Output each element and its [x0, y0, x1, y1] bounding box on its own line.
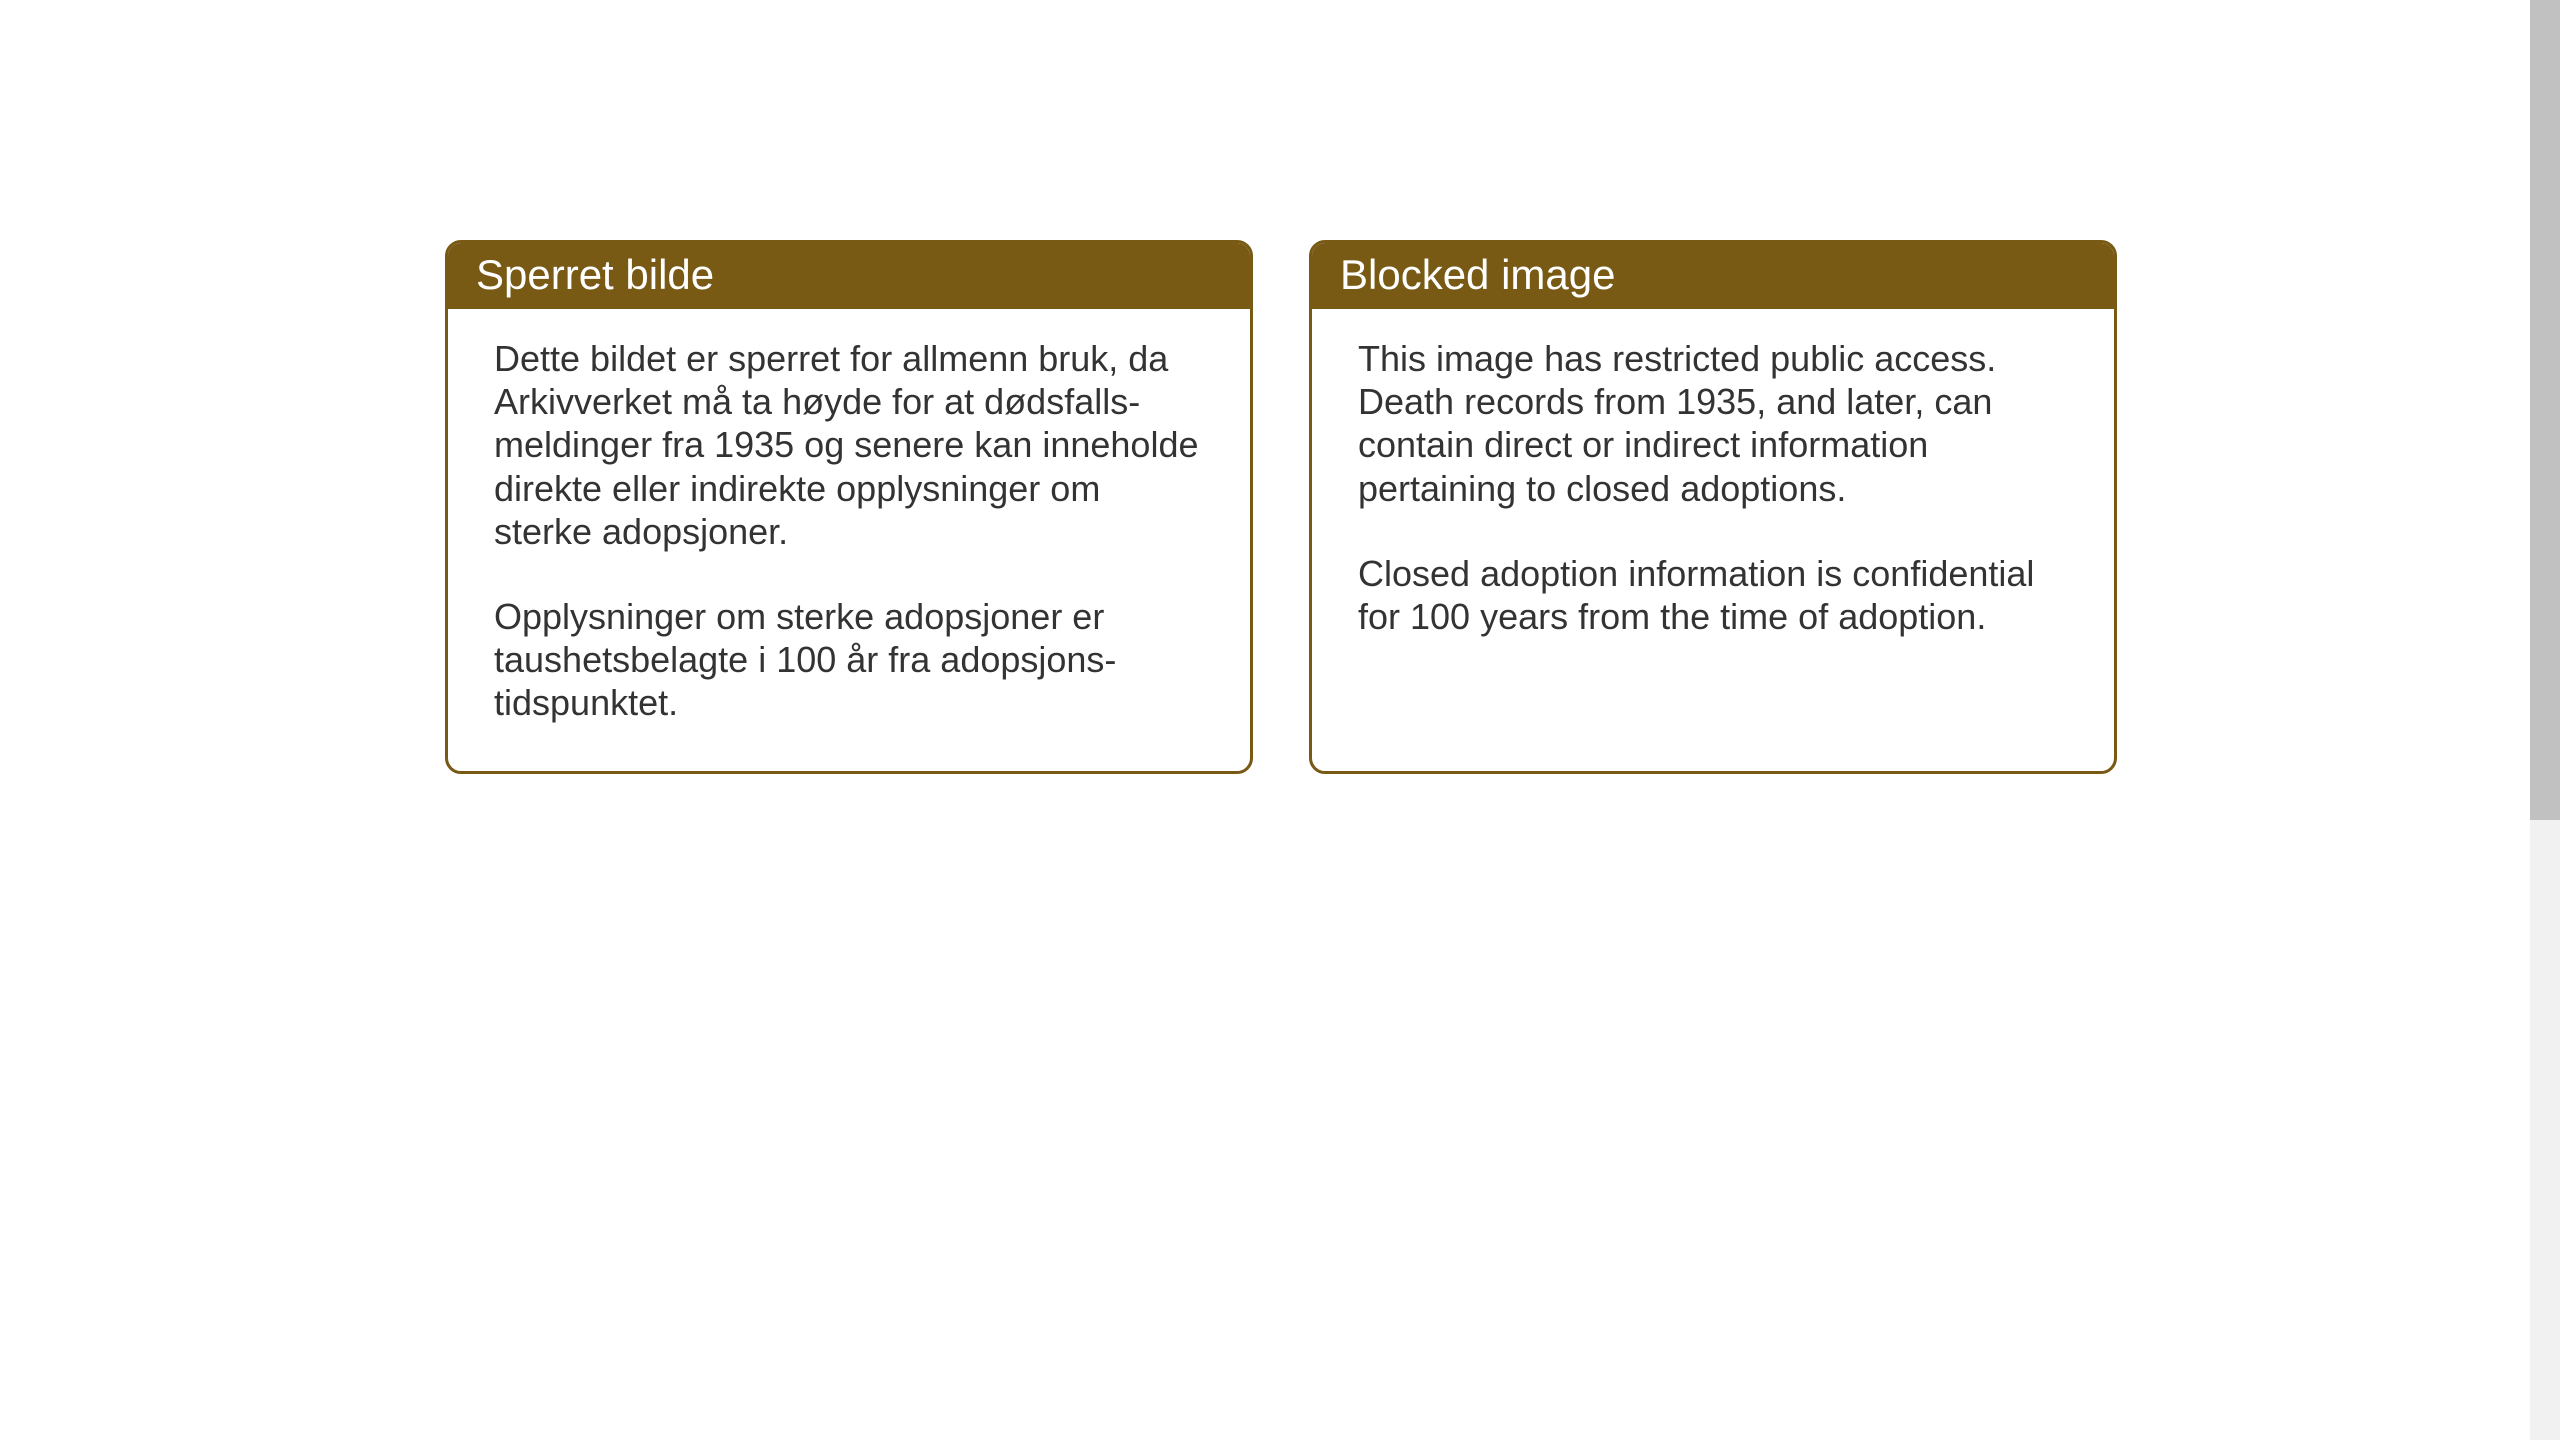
notice-paragraph-norwegian-2: Opplysninger om sterke adopsjoner er tau…: [494, 595, 1204, 725]
card-header-english: Blocked image: [1312, 243, 2114, 309]
notice-paragraph-norwegian-1: Dette bildet er sperret for allmenn bruk…: [494, 337, 1204, 553]
notice-card-english: Blocked image This image has restricted …: [1309, 240, 2117, 774]
notice-card-norwegian: Sperret bilde Dette bildet er sperret fo…: [445, 240, 1253, 774]
notice-paragraph-english-1: This image has restricted public access.…: [1358, 337, 2068, 510]
card-body-norwegian: Dette bildet er sperret for allmenn bruk…: [448, 309, 1250, 771]
card-header-norwegian: Sperret bilde: [448, 243, 1250, 309]
notice-cards-container: Sperret bilde Dette bildet er sperret fo…: [445, 240, 2117, 774]
scrollbar-thumb[interactable]: [2530, 0, 2560, 820]
scrollbar-track[interactable]: [2530, 0, 2560, 1440]
notice-paragraph-english-2: Closed adoption information is confident…: [1358, 552, 2068, 638]
card-body-english: This image has restricted public access.…: [1312, 309, 2114, 726]
